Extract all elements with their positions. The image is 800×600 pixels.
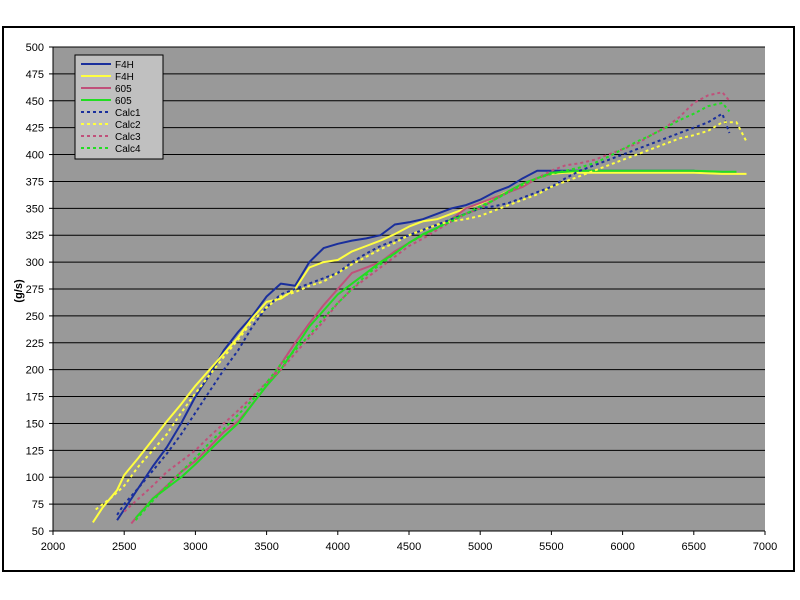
y-axis-label: (g/s) [13, 279, 25, 303]
y-tick-label: 100 [26, 472, 44, 484]
x-tick-label: 6000 [610, 541, 634, 553]
legend-label: Calc1 [115, 108, 141, 119]
y-tick-label: 300 [26, 257, 44, 269]
y-tick-label: 75 [32, 499, 44, 511]
x-tick-label: 7000 [753, 541, 777, 553]
x-tick-label: 2500 [112, 541, 136, 553]
y-tick-label: 50 [32, 526, 44, 538]
series-line-calc2-6 [95, 121, 748, 511]
series-line-calc1-5 [116, 112, 731, 516]
x-tick-label: 4000 [326, 541, 350, 553]
series-line-605-4 [134, 169, 737, 519]
y-tick-label: 150 [26, 418, 44, 430]
y-tick-label: 350 [26, 203, 44, 215]
y-tick-label: 500 [26, 42, 44, 54]
series-line-calc4-8 [134, 101, 731, 521]
y-tick-label: 450 [26, 96, 44, 108]
y-tick-label: 475 [26, 69, 44, 81]
legend-label: F4H [115, 72, 134, 83]
y-tick-label: 250 [26, 311, 44, 323]
axes: 50 75 100 125 150 175 200 225 250 275 300 325 350 375… [26, 42, 778, 553]
x-tick-label: 5000 [468, 541, 492, 553]
y-tick-label: 275 [26, 284, 44, 296]
legend-label: 605 [115, 84, 132, 95]
legend-label: Calc4 [115, 144, 141, 155]
legend-box [74, 54, 164, 160]
y-tick-label: 125 [26, 445, 44, 457]
legend-label: 605 [115, 96, 132, 107]
series-line-605-3 [130, 172, 552, 525]
gridlines [53, 46, 765, 532]
series-line-calc3-7 [123, 91, 731, 513]
x-tick-label: 3000 [183, 541, 207, 553]
y-tick-label: 225 [26, 338, 44, 350]
y-tick-label: 425 [26, 123, 44, 135]
y-tick-label: 375 [26, 176, 44, 188]
legend-label: Calc3 [115, 132, 141, 143]
y-tick-label: 175 [26, 392, 44, 404]
legend-label: F4H [115, 60, 134, 71]
x-tick-label: 2000 [41, 541, 65, 553]
y-tick-label: 200 [26, 365, 44, 377]
legend-label: Calc2 [115, 120, 141, 131]
x-tick-label: 3500 [254, 541, 278, 553]
x-tick-label: 5500 [539, 541, 563, 553]
y-tick-label: 325 [26, 230, 44, 242]
series-lines [92, 91, 748, 525]
y-tick-label: 400 [26, 150, 44, 162]
series-line-f4h-1 [116, 169, 702, 521]
x-tick-label: 4500 [397, 541, 421, 553]
x-tick-label: 6500 [682, 541, 706, 553]
